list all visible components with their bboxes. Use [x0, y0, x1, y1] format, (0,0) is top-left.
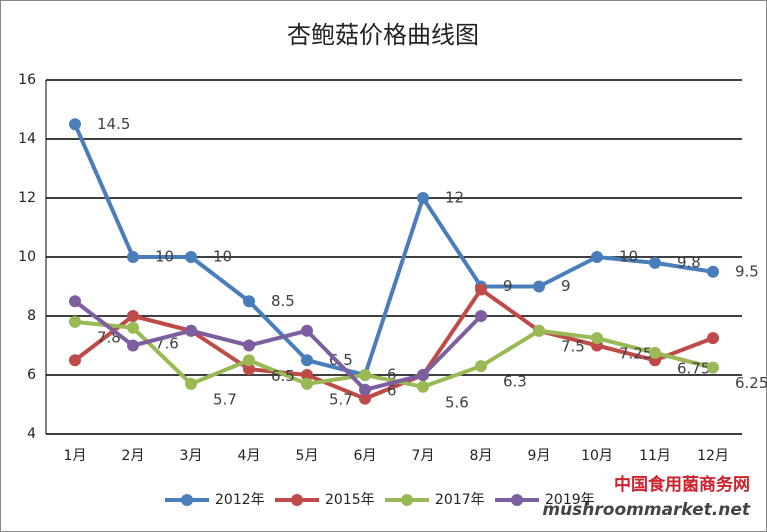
data-label: 7.25 — [619, 345, 652, 363]
x-tick-label: 6月 — [354, 448, 377, 464]
x-tick-label: 8月 — [470, 448, 493, 464]
data-label: 12 — [445, 189, 464, 207]
x-tick-label: 1月 — [64, 448, 87, 464]
legend-label: 2015年 — [325, 492, 375, 508]
data-label: 9.8 — [677, 253, 701, 271]
point — [475, 360, 487, 373]
legend-marker — [181, 494, 193, 506]
point — [127, 339, 139, 352]
point — [185, 251, 197, 263]
data-label: 9.5 — [735, 262, 759, 280]
chart-title: 杏鲍菇价格曲线图 — [287, 21, 479, 49]
point — [591, 251, 603, 263]
data-label: 6 — [387, 366, 397, 384]
data-label: 6.5 — [329, 351, 353, 369]
x-tick-label: 5月 — [296, 448, 319, 464]
y-tick-label: 6 — [27, 367, 36, 383]
point — [243, 354, 255, 367]
x-tick-label: 7月 — [412, 448, 435, 464]
point — [185, 324, 197, 337]
point — [69, 118, 81, 131]
point — [185, 377, 197, 390]
y-tick-label: 12 — [18, 190, 36, 206]
legend-label: 2019年 — [545, 492, 595, 508]
point — [69, 295, 81, 308]
series-line — [73, 287, 714, 401]
point — [707, 361, 719, 374]
data-label: 6.75 — [677, 359, 710, 377]
data-label: 6.3 — [503, 373, 527, 391]
point — [475, 310, 487, 322]
point — [359, 392, 371, 405]
point — [417, 369, 429, 381]
watermark: 中国食用菌商务网 — [614, 474, 750, 495]
point — [417, 380, 429, 393]
series-line — [73, 123, 714, 377]
point — [359, 383, 371, 396]
x-tick-label: 10月 — [581, 448, 613, 464]
legend-marker — [511, 494, 523, 506]
y-tick-label: 4 — [27, 426, 36, 442]
data-label: 5.7 — [329, 390, 353, 408]
data-label: 6 — [387, 382, 397, 400]
x-tick-label: 4月 — [238, 448, 261, 464]
data-label: 9 — [561, 277, 571, 295]
legend-label: 2017年 — [435, 492, 485, 508]
y-tick-label: 16 — [18, 72, 36, 88]
point — [301, 377, 313, 390]
point — [127, 251, 139, 263]
point — [69, 315, 81, 328]
legend-label: 2012年 — [215, 492, 265, 508]
data-label: 5.7 — [213, 390, 237, 408]
data-label: 7.5 — [561, 337, 585, 355]
legend-marker — [291, 494, 303, 506]
point — [707, 265, 719, 278]
point — [69, 354, 81, 367]
data-label: 8.5 — [271, 292, 295, 310]
data-label: 10 — [619, 248, 638, 266]
point — [301, 324, 313, 337]
watermark: mushroommarket.net — [542, 500, 751, 520]
point — [243, 295, 255, 308]
point — [301, 354, 313, 367]
data-label: 10 — [213, 248, 232, 266]
series-line — [73, 299, 483, 392]
point — [649, 346, 661, 359]
y-tick-label: 8 — [27, 308, 36, 324]
point — [591, 332, 603, 345]
y-tick-label: 10 — [18, 249, 36, 265]
point — [475, 283, 487, 296]
point — [243, 363, 255, 376]
point — [533, 324, 545, 337]
data-label: 9 — [503, 277, 513, 295]
point — [417, 192, 429, 204]
legend-marker — [401, 494, 413, 506]
point — [127, 321, 139, 334]
point — [649, 256, 661, 269]
point — [127, 310, 139, 322]
point — [707, 332, 719, 345]
point — [359, 369, 371, 381]
data-label: 5.6 — [445, 393, 469, 411]
x-tick-label: 11月 — [639, 448, 671, 464]
data-label: 6.25 — [735, 374, 767, 392]
data-label: 6.5 — [271, 367, 295, 385]
point — [243, 339, 255, 352]
x-tick-label: 9月 — [528, 448, 551, 464]
point — [301, 369, 313, 381]
x-tick-label: 3月 — [180, 448, 203, 464]
data-label: 10 — [155, 248, 174, 266]
x-tick-label: 2月 — [122, 448, 145, 464]
y-tick-label: 14 — [18, 131, 36, 147]
point — [533, 280, 545, 293]
data-label: 14.5 — [97, 115, 130, 133]
x-tick-label: 12月 — [697, 448, 729, 464]
